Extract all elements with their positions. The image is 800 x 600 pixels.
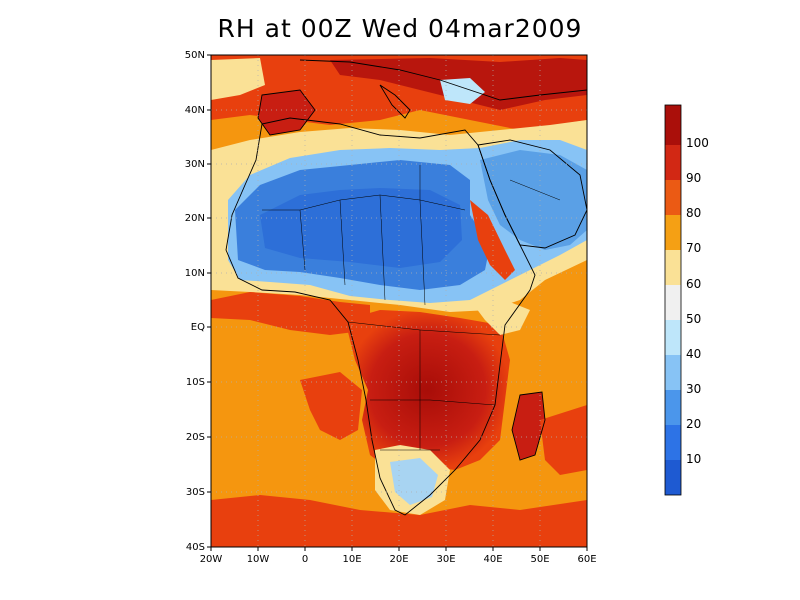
africa-coastline	[225, 117, 536, 516]
colorbar-swatch	[665, 460, 681, 495]
lat-label: 30N	[185, 159, 205, 170]
colorbar-swatch	[665, 215, 681, 250]
lon-label: 10W	[247, 554, 270, 565]
coastlines	[225, 59, 587, 516]
colorbar-label: 10	[686, 452, 701, 466]
colorbar-label: 50	[686, 312, 701, 326]
colorbar-label: 100	[686, 136, 709, 150]
colorbar-swatch	[665, 180, 681, 215]
colorbar-swatch	[665, 390, 681, 425]
gulf-guinea-moist	[211, 292, 370, 335]
colorbar-label: 70	[686, 241, 701, 255]
lon-label: 60E	[577, 554, 596, 565]
colorbar: 100 90 80 70 60 50 40 30 20 10	[664, 104, 709, 496]
lon-label: 30E	[436, 554, 455, 565]
lat-lon-grid	[211, 55, 587, 547]
central-africa-very-moist	[345, 310, 510, 470]
lat-label: 20S	[186, 432, 205, 443]
colorbar-swatch	[665, 105, 681, 145]
colorbar-label: 60	[686, 277, 701, 291]
europe-coastline	[299, 59, 587, 101]
country-borders	[262, 165, 561, 451]
colorbar-label: 20	[686, 417, 701, 431]
lon-label: 50E	[530, 554, 549, 565]
arabia-dry-region	[480, 150, 587, 250]
colorbar-label: 80	[686, 206, 701, 220]
lat-labels: 50N 40N 30N 20N 10N EQ 10S 20S 30S 40S	[185, 50, 205, 553]
colorbar-label: 90	[686, 171, 701, 185]
lon-label: 40E	[483, 554, 502, 565]
lon-label: 0	[302, 554, 308, 565]
aegean-blue	[440, 78, 485, 104]
colorbar-swatch	[665, 145, 681, 180]
lat-label: 50N	[185, 50, 205, 61]
colorbar-swatch	[665, 320, 681, 355]
west-med-yellow-band	[211, 58, 265, 100]
east-africa-transition	[470, 300, 530, 335]
iberia-coastline	[257, 89, 316, 136]
madagascar-moist	[512, 392, 545, 460]
lat-label: 40S	[186, 542, 205, 553]
italy-coastline	[379, 84, 411, 119]
colorbar-swatch	[665, 425, 681, 460]
south-atlantic-red-patch	[300, 372, 362, 440]
rh-field	[211, 55, 587, 547]
lat-label: EQ	[191, 322, 205, 333]
madagascar-coastline	[511, 391, 546, 461]
lat-label: 10N	[185, 268, 205, 279]
lon-labels: 20W 10W 0 10E 20E 30E 40E 50E 60E	[200, 554, 597, 565]
lat-label: 20N	[185, 213, 205, 224]
iberia-moist-region	[258, 90, 315, 135]
kalahari-dry	[390, 458, 438, 505]
sahara-deepest-core	[260, 188, 462, 268]
colorbar-swatch	[665, 355, 681, 390]
lat-label: 40N	[185, 105, 205, 116]
colorbar-frame	[664, 104, 682, 496]
tick-marks	[207, 54, 588, 551]
lat-label: 30S	[186, 487, 205, 498]
map-title: RH at 00Z Wed 04mar2009	[217, 14, 583, 43]
red-sea-moist-strip	[470, 200, 515, 280]
lon-label: 10E	[342, 554, 361, 565]
lon-label: 20E	[389, 554, 408, 565]
lon-label: 20W	[200, 554, 223, 565]
arabia-coastline	[477, 139, 587, 249]
indian-ocean-red-band	[540, 405, 587, 475]
colorbar-swatch	[665, 250, 681, 285]
colorbar-label: 40	[686, 347, 701, 361]
lat-label: 10S	[186, 377, 205, 388]
colorbar-label: 30	[686, 382, 701, 396]
colorbar-swatch	[665, 285, 681, 320]
